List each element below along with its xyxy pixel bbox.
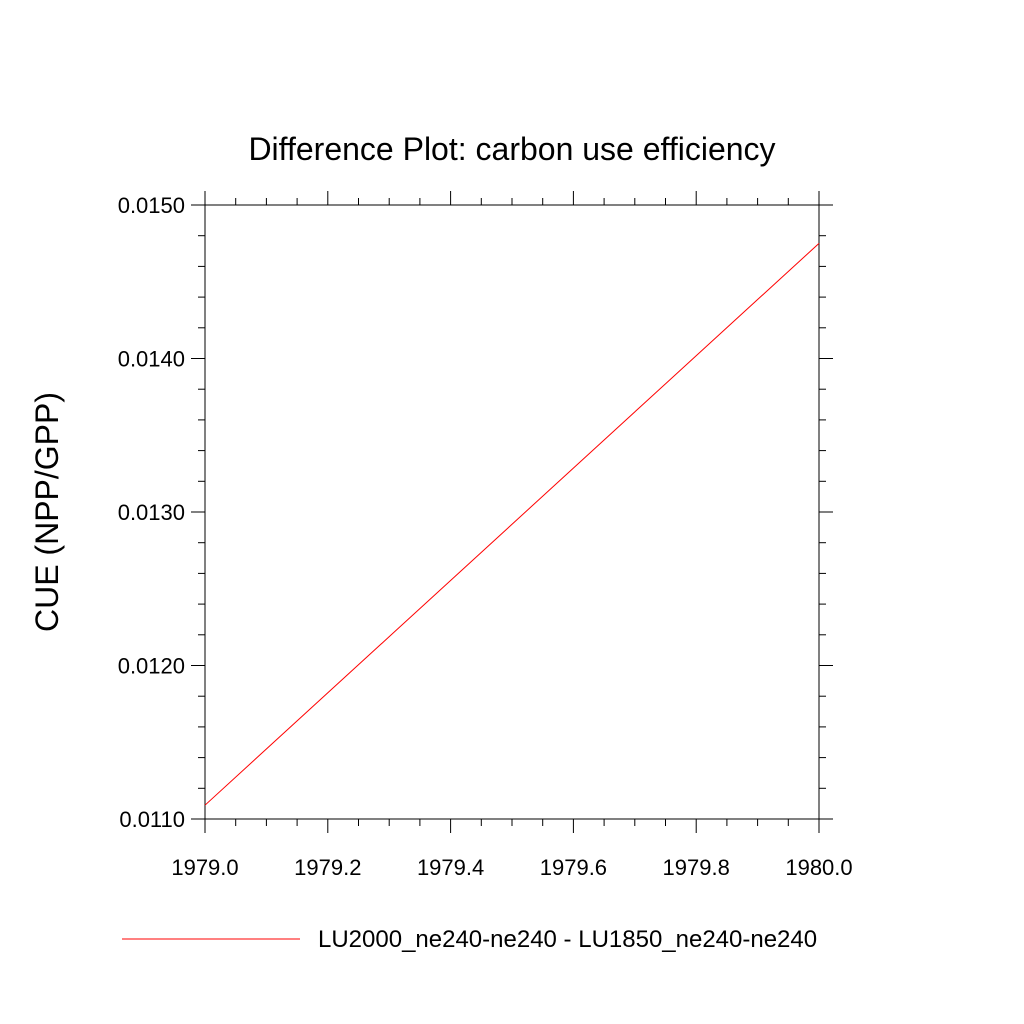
legend-label: LU2000_ne240-ne240 - LU1850_ne240-ne240 xyxy=(318,926,817,953)
x-tick-label: 1979.0 xyxy=(171,855,238,880)
y-axis-label: CUE (NPP/GPP) xyxy=(29,392,65,632)
x-tick-label: 1979.4 xyxy=(417,855,484,880)
series-line xyxy=(204,243,820,806)
x-tick-label: 1979.6 xyxy=(540,855,607,880)
legend: LU2000_ne240-ne240 - LU1850_ne240-ne240 xyxy=(122,926,817,953)
y-tick-label: 0.0140 xyxy=(118,347,185,372)
x-axis: 1979.0 1979.2 1979.4 1979.6 1979.8 1980.0 xyxy=(171,191,853,880)
chart-title: Difference Plot: carbon use efficiency xyxy=(248,131,775,167)
series-layer xyxy=(204,243,820,806)
y-tick-label: 0.0150 xyxy=(118,193,185,218)
x-tick-label: 1979.2 xyxy=(294,855,361,880)
y-tick-label: 0.0110 xyxy=(119,807,185,832)
y-tick-label: 0.0130 xyxy=(118,500,185,525)
plot-border xyxy=(204,204,820,820)
y-axis: 0.0110 0.0120 0.0130 0.0140 0.0150 xyxy=(118,193,833,832)
x-tick-label: 1980.0 xyxy=(785,855,852,880)
plot-frame xyxy=(204,204,820,820)
y-tick-label: 0.0120 xyxy=(118,654,185,679)
x-tick-label: 1979.8 xyxy=(663,855,730,880)
